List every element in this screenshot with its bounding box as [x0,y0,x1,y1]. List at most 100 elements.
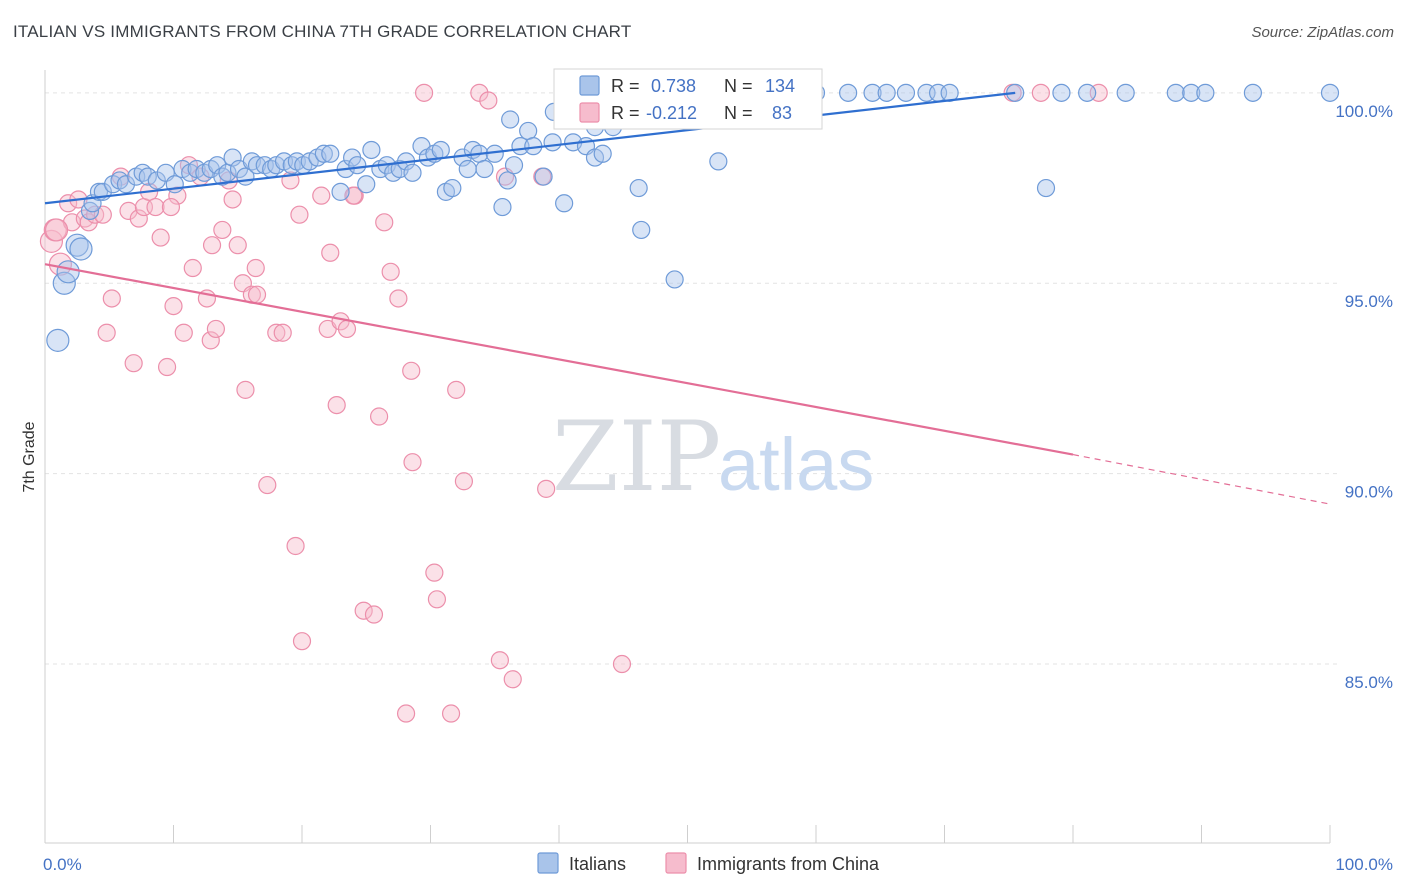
china-point-3 [59,194,78,213]
italians-point-53 [403,163,422,182]
china-point-12 [119,201,138,220]
italians-point-66 [493,197,512,217]
china-point-68 [490,651,509,670]
trend-lines [44,91,1331,505]
china-point-77 [44,218,69,242]
china-point-28 [206,319,226,339]
italians-point-97 [1116,83,1135,102]
legend: Italians Immigrants from China [537,852,880,874]
china-point-31 [223,190,242,209]
italians-point-11 [116,175,136,194]
china-point-79 [247,285,267,304]
china-point-19 [157,357,177,377]
watermark: ZIP atlas [552,401,874,513]
stat-china-r-label: R = [611,103,640,123]
china-point-46 [321,243,340,262]
legend-label-italians: Italians [569,854,626,874]
italians-point-23 [208,156,227,175]
italians-point-67 [498,171,517,190]
china-point-53 [370,407,389,426]
stat-italians-r-value: 0.738 [646,76,696,96]
italians-point-64 [475,159,494,179]
italians-point-88 [877,83,896,102]
italians-point-86 [839,83,858,102]
italians-point-99 [1182,83,1201,102]
china-point-43 [292,632,312,651]
legend-label-china: Immigrants from China [697,854,880,874]
china-point-61 [425,563,444,582]
italians-point-30 [247,156,267,175]
italians-point-74 [555,194,574,213]
legend-swatch-italians [537,852,559,874]
stat-italians-n-label: N = [724,76,753,96]
italians-point-40 [314,144,333,163]
china-point-27 [201,331,220,350]
china-point-32 [228,236,247,255]
italians-point-70 [519,121,538,141]
stats-box: R = 0.738 N = 134 R = -0.212 N = 83 [553,68,823,130]
china-point-39 [273,323,292,342]
china-point-75 [1031,83,1050,102]
italians-point-81 [632,220,651,240]
y-tick-label-1: 95.0% [1345,292,1393,311]
china-point-54 [375,213,394,232]
italians-point-59 [443,178,462,198]
china-point-65 [454,472,474,491]
china-point-63 [441,704,461,723]
italians-point-68 [504,156,524,175]
china-point-36 [246,258,265,278]
china-point-70 [503,670,522,689]
watermark-zip: ZIP [552,401,721,513]
china-point-72 [537,479,556,498]
china-point-57 [396,704,416,723]
china-point-55 [381,262,400,281]
italians-point-2 [56,260,80,284]
china-point-42 [290,205,309,224]
italians-point-100 [1196,83,1215,102]
italians-point-0 [46,328,70,352]
china-point-59 [403,453,422,472]
china-point-64 [447,380,466,399]
china-point-37 [258,475,277,495]
italians-point-78 [593,144,612,163]
china-point-17 [146,197,165,217]
china-points [39,83,1108,723]
stat-china-n-value: 83 [772,103,792,123]
source-credit: Source: ZipAtlas.com [1251,24,1394,41]
x-tick-label-right: 100.0% [1335,855,1393,874]
italians-points [46,83,1340,352]
china-point-29 [213,220,232,240]
china-point-47 [327,395,346,415]
china-point-73 [612,654,632,674]
italians-point-89 [896,83,916,102]
italians-point-98 [1166,83,1185,102]
italians-point-4 [69,237,93,261]
italians-point-84 [709,152,728,171]
china-trend-line-extension [1072,454,1331,505]
china-point-24 [183,258,202,278]
china-point-20 [164,296,183,316]
y-tick-label-0: 100.0% [1335,102,1393,121]
stat-china-n-label: N = [724,103,753,123]
italians-point-41 [321,144,340,163]
stats-swatch-italians [579,75,600,96]
italians-point-14 [138,167,157,186]
y-tick-label-2: 90.0% [1345,483,1393,502]
stat-italians-r-label: R = [611,76,640,96]
y-axis-label: 7th Grade [21,421,38,492]
stat-china-r-value: -0.212 [646,103,697,123]
italians-point-83 [665,270,684,289]
china-point-52 [364,605,384,624]
china-point-18 [151,228,170,247]
china-point-41 [286,536,305,556]
italians-trend-line [44,91,1016,205]
watermark-atlas: atlas [718,423,874,506]
china-point-34 [236,380,255,399]
china-point-82 [161,197,181,217]
stat-italians-n-value: 134 [765,76,795,96]
italians-point-72 [534,167,553,186]
y-tick-labels: 100.0% 95.0% 90.0% 85.0% [1335,102,1393,692]
italians-point-57 [431,140,450,160]
chart-title: ITALIAN VS IMMIGRANTS FROM CHINA 7TH GRA… [13,22,632,41]
